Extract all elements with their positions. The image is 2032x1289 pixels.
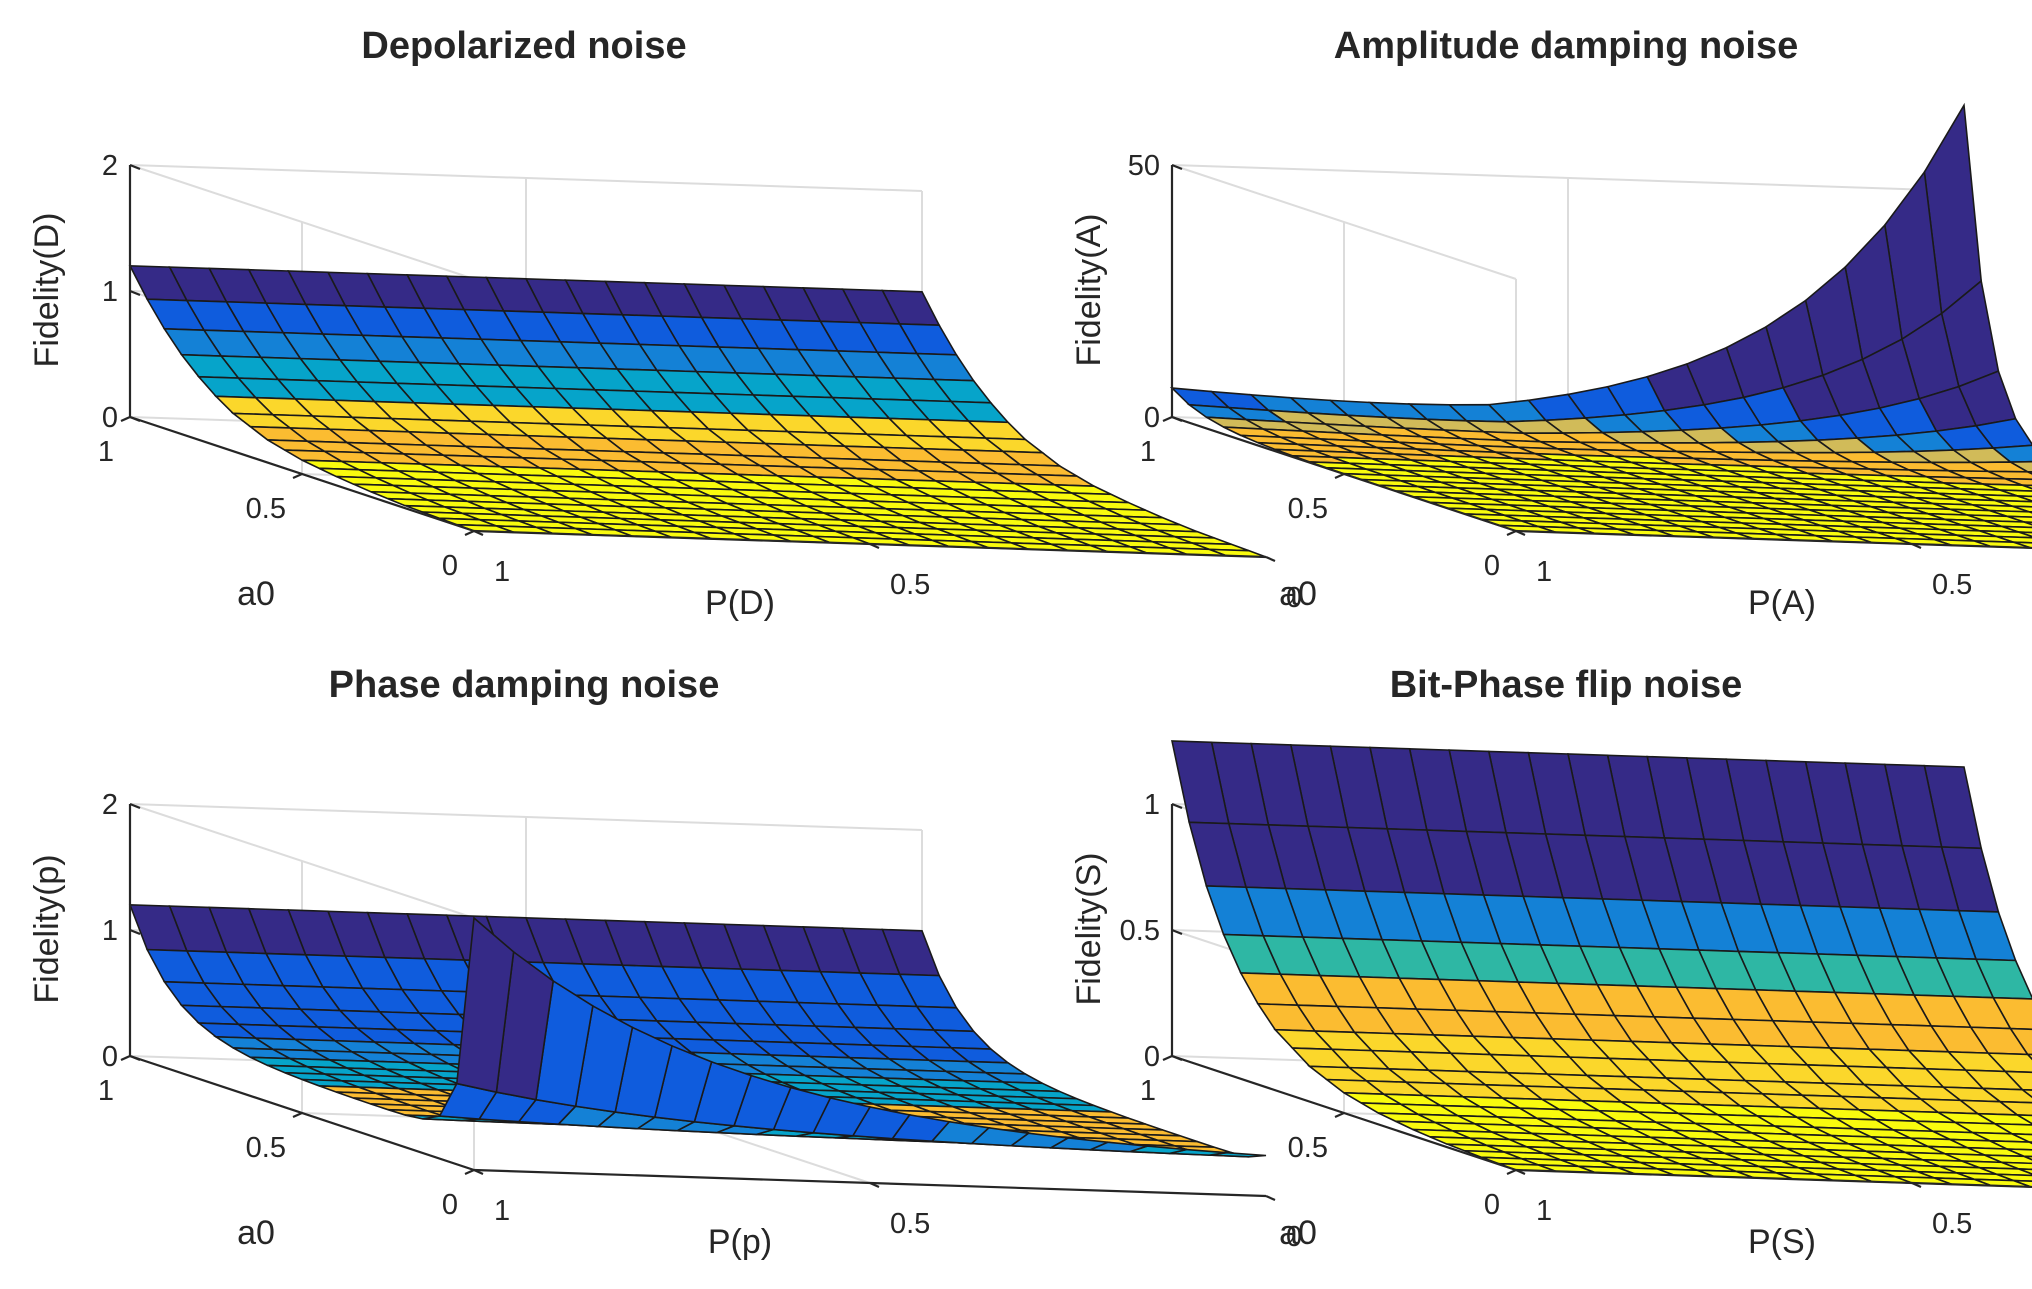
z-tick [129,802,141,810]
z-tick-label: 0 [102,402,118,434]
z-axis-label: Fidelity(S) [1070,852,1108,1005]
z-tick-label: 1 [1144,789,1160,821]
p-tick [1515,529,1526,537]
z-tick [129,289,141,297]
z-tick-label: 0 [102,1041,118,1073]
p-tick [1911,542,1922,550]
z-tick [1171,802,1183,810]
a0-tick-label: 0.5 [1288,493,1328,525]
a0-axis-label: a0 [1279,1214,1317,1252]
p-tick [473,1168,484,1176]
panel-title: Phase damping noise [329,664,720,706]
surface [1169,102,2032,549]
a0-tick [1162,415,1173,423]
p-tick-label: 1 [494,556,510,588]
p-axis-label: P(S) [1748,1223,1816,1261]
p-tick-label: 1 [494,1195,510,1227]
a0-tick [120,415,131,423]
z-axis-label: Fidelity(D) [28,213,66,368]
surface [128,903,1267,1158]
p-tick [1911,1181,1922,1189]
a0-tick-label: 1 [1140,1075,1156,1107]
z-tick [1171,163,1183,171]
a0-tick-label: 0.5 [246,493,286,525]
z-axis-label: Fidelity(p) [28,854,66,1003]
a0-tick [1506,529,1517,537]
p-tick-label: 0.5 [890,1208,930,1240]
z-tick-label: 0 [1144,402,1160,434]
p-tick-label: 1 [1536,556,1552,588]
z-tick-label: 2 [102,789,118,821]
a0-tick [464,529,475,537]
z-tick-label: 50 [1128,150,1160,182]
p-tick [869,542,880,550]
p-tick [1265,555,1276,563]
a0-axis-label: a0 [237,575,275,613]
p-tick [1265,1194,1276,1202]
a0-tick [1506,1168,1517,1176]
panel-title: Depolarized noise [361,25,686,67]
a0-tick [1162,1054,1173,1062]
z-tick [1171,928,1183,936]
surface-patch [455,916,515,1094]
a0-tick-label: 0.5 [246,1132,286,1164]
a0-tick-label: 1 [98,1075,114,1107]
z-tick [129,928,141,936]
surface [128,264,1267,558]
a0-axis-label: a0 [237,1214,275,1252]
a0-tick-label: 0 [442,1189,458,1221]
z-tick [1171,415,1183,423]
a0-tick [120,1054,131,1062]
p-tick [869,1181,880,1189]
p-axis-label: P(p) [708,1223,772,1261]
panel-title: Bit-Phase flip noise [1390,664,1743,706]
a0-tick-label: 0 [442,550,458,582]
z-axis-label: Fidelity(A) [1070,213,1108,366]
z-tick-label: 0.5 [1120,915,1160,947]
p-tick-label: 0.5 [890,569,930,601]
a0-tick [464,1168,475,1176]
p-tick-label: 0 [1286,582,1302,614]
z-tick-label: 2 [102,150,118,182]
a0-tick [292,472,303,480]
z-tick [1171,1054,1183,1062]
p-tick-label: 1 [1536,1195,1552,1227]
a0-axis-label: a0 [1279,575,1317,613]
z-tick [129,1054,141,1062]
z-tick-label: 0 [1144,1041,1160,1073]
p-axis-label: P(A) [1748,584,1816,622]
z-tick-label: 1 [102,915,118,947]
surface [1171,740,2032,1188]
a0-tick-label: 0 [1484,1189,1500,1221]
surface-patch [2023,1155,2032,1161]
a0-tick-label: 0.5 [1288,1132,1328,1164]
z-tick-label: 1 [102,276,118,308]
p-tick-label: 0 [1286,1221,1302,1253]
a0-tick [292,1111,303,1119]
panel-title: Amplitude damping noise [1334,25,1798,67]
z-tick [129,415,141,423]
z-tick [129,163,141,171]
a0-tick [1334,1111,1345,1119]
p-tick [1515,1168,1526,1176]
a0-tick-label: 1 [98,436,114,468]
p-axis-label: P(D) [705,584,775,622]
p-tick-label: 0.5 [1932,569,1972,601]
a0-tick-label: 1 [1140,436,1156,468]
a0-tick [1334,472,1345,480]
p-tick-label: 0.5 [1932,1208,1972,1240]
a0-tick-label: 0 [1484,550,1500,582]
p-tick [473,529,484,537]
